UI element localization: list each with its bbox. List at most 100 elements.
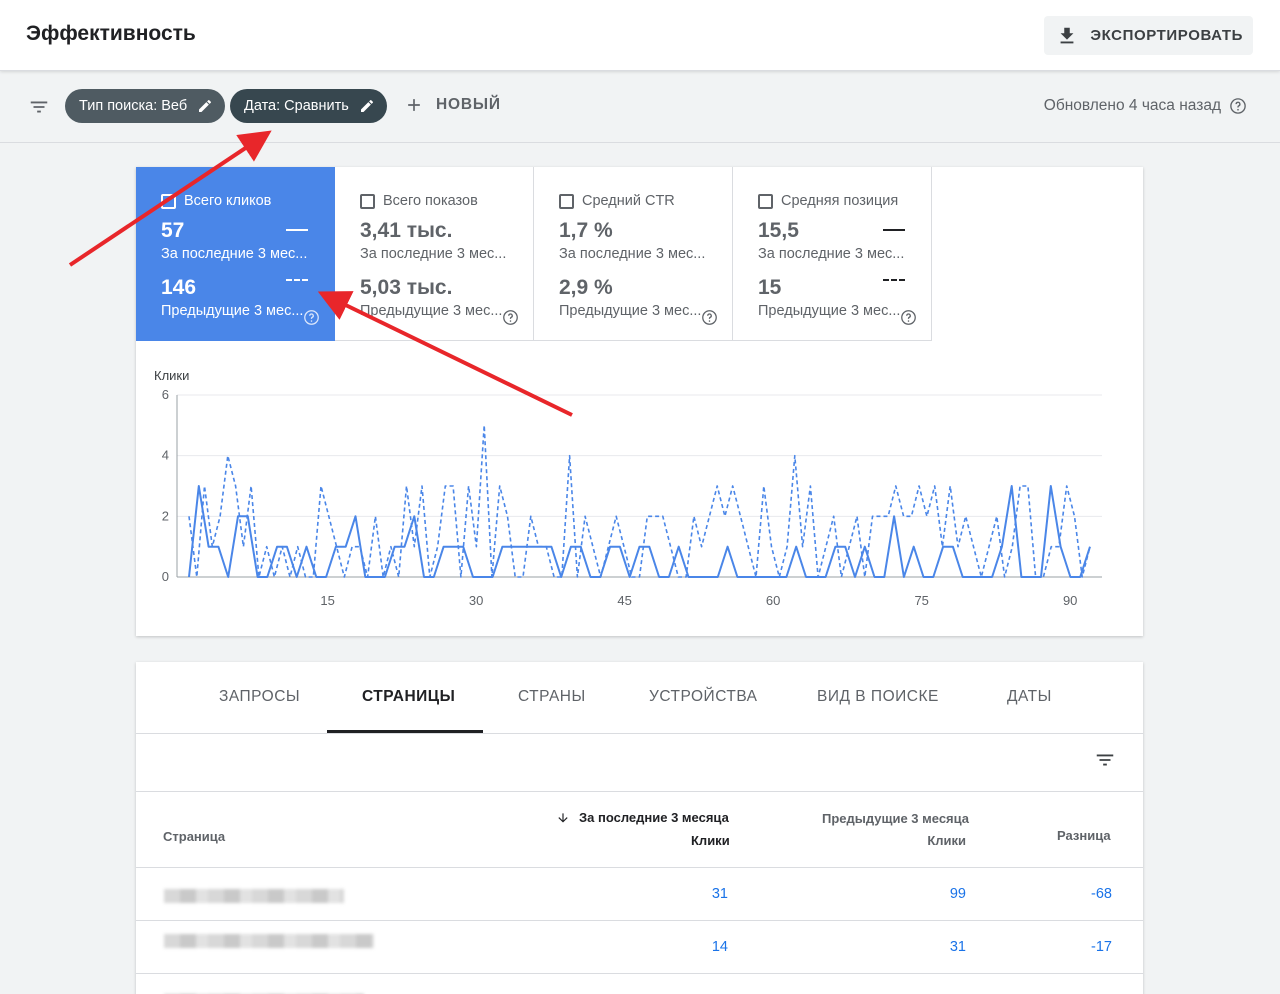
chart-y-tick-label: 2 — [162, 508, 169, 523]
page-url-blurred[interactable] — [164, 889, 344, 903]
column-header-page[interactable]: Страница — [163, 829, 226, 844]
metric-title-row: Всего показов — [360, 193, 533, 209]
chart-lines — [188, 424, 1091, 578]
table-card: ЗАПРОСЫ СТРАНИЦЫ СТРАНЫ УСТРОЙСТВА ВИД В… — [136, 662, 1143, 994]
chart-y-ticks: 0 2 4 6 — [162, 387, 169, 584]
chip-search-type-label: Тип поиска: Веб — [79, 98, 188, 114]
tab-dates[interactable]: ДАТЫ — [1007, 688, 1052, 705]
metric-label-recent: За последние 3 мес... — [758, 246, 905, 262]
export-label: ЭКСПОРТИРОВАТЬ — [1090, 27, 1243, 44]
edit-icon — [360, 99, 373, 112]
column-header-recent[interactable]: За последние 3 месяца — [556, 810, 729, 825]
checkbox[interactable] — [360, 193, 375, 209]
tab-search-appearance[interactable]: ВИД В ПОИСКЕ — [817, 688, 939, 705]
updated-text: Обновлено 4 часа назад — [1043, 97, 1221, 114]
table-row[interactable]: 31 99 -68 — [136, 868, 1143, 921]
chart-y-tick-label: 0 — [162, 569, 169, 584]
chart-x-tick-label: 45 — [617, 593, 631, 608]
chart-y-tick-label: 4 — [162, 448, 169, 463]
chart-y-tick-label: 6 — [162, 387, 169, 402]
column-header-recent-metric[interactable]: Клики — [691, 833, 730, 848]
performance-card: Всего кликов 57 За последние 3 мес... 14… — [136, 167, 1143, 636]
chart-x-ticks: 15 30 45 60 75 90 — [320, 593, 1077, 608]
help-icon[interactable] — [502, 309, 519, 326]
legend-dashed-line — [286, 279, 308, 281]
page-url-blurred[interactable] — [164, 934, 374, 948]
chip-date[interactable]: Дата: Сравнить — [230, 89, 387, 123]
legend-solid-line — [883, 229, 905, 231]
chart-x-tick-label: 30 — [469, 593, 483, 608]
help-icon[interactable] — [303, 309, 320, 326]
checkbox-checked[interactable] — [161, 193, 176, 209]
chart-x-tick-label: 60 — [766, 593, 780, 608]
metric-label-recent: За последние 3 мес... — [360, 246, 507, 262]
divider — [136, 791, 1143, 792]
metric-average-position[interactable]: Средняя позиция 15,5 За последние 3 мес.… — [733, 167, 932, 341]
metric-average-ctr[interactable]: Средний CTR 1,7 % За последние 3 мес... … — [534, 167, 733, 341]
metric-title: Всего показов — [383, 193, 478, 209]
arrow-down-icon — [558, 812, 568, 823]
metric-value-recent: 1,7 % — [559, 219, 613, 242]
table-row[interactable] — [136, 974, 1143, 994]
metric-value-recent: 3,41 тыс. — [360, 219, 453, 242]
updated-status: Обновлено 4 часа назад — [1044, 97, 1247, 115]
table-filter-icon[interactable] — [1094, 749, 1116, 771]
chart-x-tick-label: 15 — [320, 593, 334, 608]
tab-devices[interactable]: УСТРОЙСТВА — [649, 688, 758, 705]
new-filter-label: НОВЫЙ — [436, 96, 501, 113]
metric-title-row: Средняя позиция — [758, 193, 931, 209]
divider — [136, 867, 1143, 868]
cell-previous-clicks: 31 — [949, 939, 966, 955]
metric-value-previous: 146 — [161, 276, 197, 299]
chart-x-tick-label: 75 — [914, 593, 928, 608]
export-button[interactable]: ЭКСПОРТИРОВАТЬ — [1044, 16, 1253, 55]
chart-series-previous — [188, 424, 1091, 578]
cell-previous-clicks: 99 — [949, 886, 966, 902]
metric-title: Всего кликов — [184, 193, 272, 209]
edit-icon — [199, 99, 212, 112]
tab-countries[interactable]: СТРАНЫ — [518, 688, 586, 705]
tab-queries[interactable]: ЗАПРОСЫ — [219, 688, 301, 705]
metric-label-recent: За последние 3 мес... — [559, 246, 706, 262]
cell-recent-clicks: 14 — [711, 939, 728, 955]
legend-solid-line — [286, 229, 308, 231]
metric-value-recent: 15,5 — [758, 219, 799, 242]
clicks-chart[interactable]: Клики 0 2 4 6 15 30 45 60 75 90 — [136, 357, 1143, 617]
chip-search-type[interactable]: Тип поиска: Веб — [65, 89, 226, 123]
cell-recent-clicks: 31 — [711, 886, 728, 902]
plus-icon — [408, 99, 420, 111]
active-tab-indicator — [327, 730, 483, 733]
metric-title: Средняя позиция — [781, 193, 899, 209]
checkbox[interactable] — [559, 193, 574, 209]
app-header: Эффективность ЭКСПОРТИРОВАТЬ — [0, 0, 1280, 71]
column-header-recent-period: За последние 3 месяца — [579, 810, 729, 825]
legend-dashed-line — [883, 279, 905, 281]
metric-label-recent: За последние 3 мес... — [161, 246, 308, 262]
metric-label-previous: Предыдущие 3 мес... — [559, 303, 702, 319]
help-icon[interactable] — [701, 309, 718, 326]
column-header-previous-metric[interactable]: Клики — [927, 833, 966, 848]
metric-total-clicks[interactable]: Всего кликов 57 За последние 3 мес... 14… — [136, 167, 335, 341]
chart-y-axis-label: Клики — [154, 368, 189, 383]
dimension-tabs: ЗАПРОСЫ СТРАНИЦЫ СТРАНЫ УСТРОЙСТВА ВИД В… — [136, 662, 1143, 734]
checkbox[interactable] — [758, 193, 773, 209]
metric-value-recent: 57 — [161, 219, 185, 242]
metric-label-previous: Предыдущие 3 мес... — [758, 303, 901, 319]
chart-x-tick-label: 90 — [1063, 593, 1077, 608]
metric-title-row: Средний CTR — [559, 193, 732, 209]
cell-difference: -68 — [1091, 886, 1112, 902]
help-icon[interactable] — [1229, 97, 1247, 115]
table-row[interactable]: 14 31 -17 — [136, 921, 1143, 974]
metric-title-row: Всего кликов — [161, 193, 334, 209]
metric-total-impressions[interactable]: Всего показов 3,41 тыс. За последние 3 м… — [335, 167, 534, 341]
tab-pages[interactable]: СТРАНИЦЫ — [362, 688, 456, 705]
column-header-difference[interactable]: Разница — [1057, 828, 1111, 843]
metric-label-previous: Предыдущие 3 мес... — [161, 303, 304, 319]
metric-title: Средний CTR — [582, 193, 675, 209]
new-filter-button[interactable]: НОВЫЙ — [404, 95, 501, 115]
metric-value-previous: 5,03 тыс. — [360, 276, 453, 299]
column-header-previous-period[interactable]: Предыдущие 3 месяца — [822, 811, 970, 826]
filter-icon[interactable] — [28, 96, 50, 118]
help-icon[interactable] — [900, 309, 917, 326]
chip-date-label: Дата: Сравнить — [244, 98, 349, 114]
